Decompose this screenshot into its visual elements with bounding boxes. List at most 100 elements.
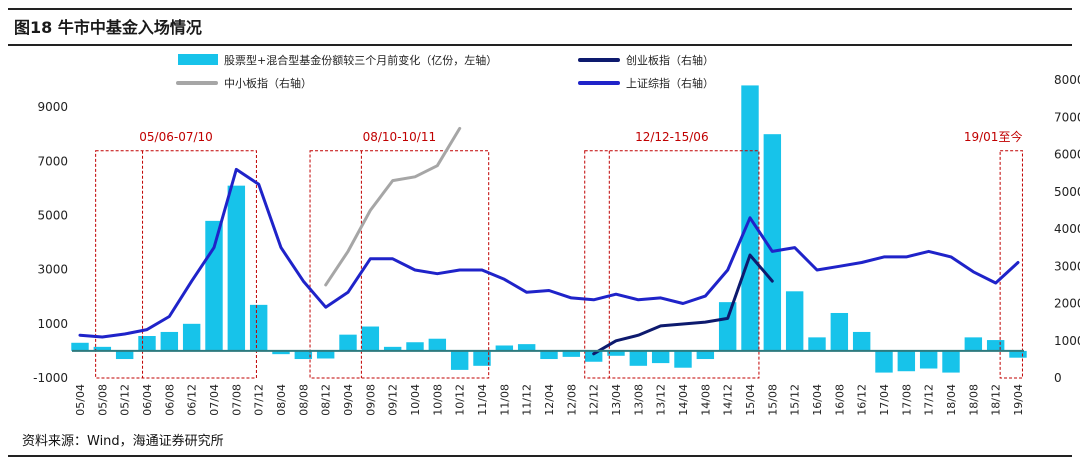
x-tick-10-08: 10/08 [431,384,444,416]
bar-13-04 [607,350,625,356]
bar-13-12 [651,350,670,364]
y-left-tick-9000: 9000 [37,100,68,114]
bar-09-12 [383,346,402,351]
y-right-tick-7000: 7000 [1054,110,1080,124]
bar-19-04 [1009,350,1027,358]
bar-17-12 [919,350,938,369]
x-tick-14-12: 14/12 [722,384,735,416]
x-tick-14-04: 14/04 [677,384,690,416]
x-tick-15-04: 15/04 [744,384,757,416]
y-left-tick-1000: 1000 [37,317,68,331]
lines-layer [78,126,1020,356]
x-tick-15-08: 15/08 [766,384,779,416]
x-tick-19-04: 19/04 [1012,384,1025,416]
bar-13-08 [629,350,648,366]
x-tick-12-04: 12/04 [543,384,556,416]
bar-12-08 [562,350,581,357]
bottom-rule [8,455,1072,457]
bar-14-08 [696,350,715,360]
legend-label-0: 股票型+混合型基金份额较三个月前变化（亿份，左轴） [224,53,497,67]
bar-12-04 [540,350,558,360]
legend: 股票型+混合型基金份额较三个月前变化（亿份，左轴） 创业板指（右轴） 中小板指（右轴… [176,53,714,90]
shci-line [78,167,1020,339]
x-tick-10-04: 10/04 [409,384,422,416]
bar-17-04 [875,350,893,373]
x-tick-12-08: 12/08 [565,384,578,416]
x-tick-16-08: 16/08 [833,384,846,416]
x-tick-06-08: 06/08 [163,384,176,416]
x-tick-18-08: 18/08 [967,384,980,416]
bar-15-12 [785,291,804,351]
bar-15-08 [763,134,782,351]
bar-10-04 [406,342,424,351]
sme-line [324,126,462,287]
x-tick-05-08: 05/08 [96,384,109,416]
bar-07-04 [205,220,223,351]
bar-18-04 [942,350,960,373]
bar-07-12 [249,304,268,351]
legend-label-3: 上证综指（右轴） [626,76,714,90]
legend-label-1: 创业板指（右轴） [626,53,714,67]
bar-05-08 [93,346,112,351]
y-left-tick-5000: 5000 [37,208,68,222]
period-label-3: 19/01至今 [964,129,1023,144]
x-tick-11-08: 11/08 [498,384,511,416]
bar-11-04 [473,350,491,366]
bar-10-08 [428,338,447,351]
bar-11-12 [517,344,536,351]
bar-11-08 [495,345,514,351]
y-right-tick-6000: 6000 [1054,148,1080,162]
x-tick-17-12: 17/12 [923,384,936,416]
source-note: 资料来源：Wind，海通证券研究所 [22,434,224,449]
y-right-tick-3000: 3000 [1054,259,1080,273]
x-tick-06-04: 06/04 [141,384,154,416]
x-tick-05-04: 05/04 [74,384,87,416]
bar-14-04 [674,350,692,368]
bar-16-08 [830,312,849,351]
bar-14-12 [718,302,737,351]
x-tick-13-04: 13/04 [610,384,623,416]
bar-18-12 [986,340,1005,351]
bar-16-12 [852,331,871,351]
period-box-1 [309,150,490,379]
x-tick-14-08: 14/08 [699,384,712,416]
bar-17-08 [897,350,916,372]
x-tick-13-08: 13/08 [632,384,645,416]
bar-18-08 [964,337,983,351]
x-tick-11-04: 11/04 [476,384,489,416]
x-tick-11-12: 11/12 [521,384,534,416]
legend-label-2: 中小板指（右轴） [224,76,312,90]
x-tick-15-12: 15/12 [789,384,802,416]
bar-08-08 [294,350,313,360]
x-tick-18-04: 18/04 [945,384,958,416]
bar-06-12 [182,323,201,351]
bars-layer [71,85,1027,373]
y-right-tick-4000: 4000 [1054,222,1080,236]
x-tick-10-12: 10/12 [454,384,467,416]
period-box-3 [999,150,1023,379]
x-tick-07-08: 07/08 [230,384,243,416]
x-tick-07-12: 07/12 [253,384,266,416]
x-tick-16-12: 16/12 [856,384,869,416]
y-left-tick-7000: 7000 [37,154,68,168]
bar-16-04 [808,337,826,351]
x-tick-06-12: 06/12 [186,384,199,416]
top-rule [8,8,1072,10]
bar-05-12 [115,350,134,360]
x-tick-08-12: 08/12 [320,384,333,416]
y-right-tick-1000: 1000 [1054,334,1080,348]
y-left-tick--1000: -1000 [33,371,68,385]
bar-07-08 [227,185,246,351]
x-tick-17-04: 17/04 [878,384,891,416]
axes-layer: -1000 1000 3000 5000 7000 9000 0 1000 2000 3000 40… [33,73,1080,416]
x-tick-16-04: 16/04 [811,384,824,416]
x-tick-09-04: 09/04 [342,384,355,416]
bar-06-04 [138,336,156,351]
x-tick-09-08: 09/08 [364,384,377,416]
period-label-0: 05/06-07/10 [139,130,213,144]
bar-10-12 [450,350,469,370]
period-label-2: 12/12-15/06 [635,130,709,144]
bar-06-08 [160,331,179,351]
